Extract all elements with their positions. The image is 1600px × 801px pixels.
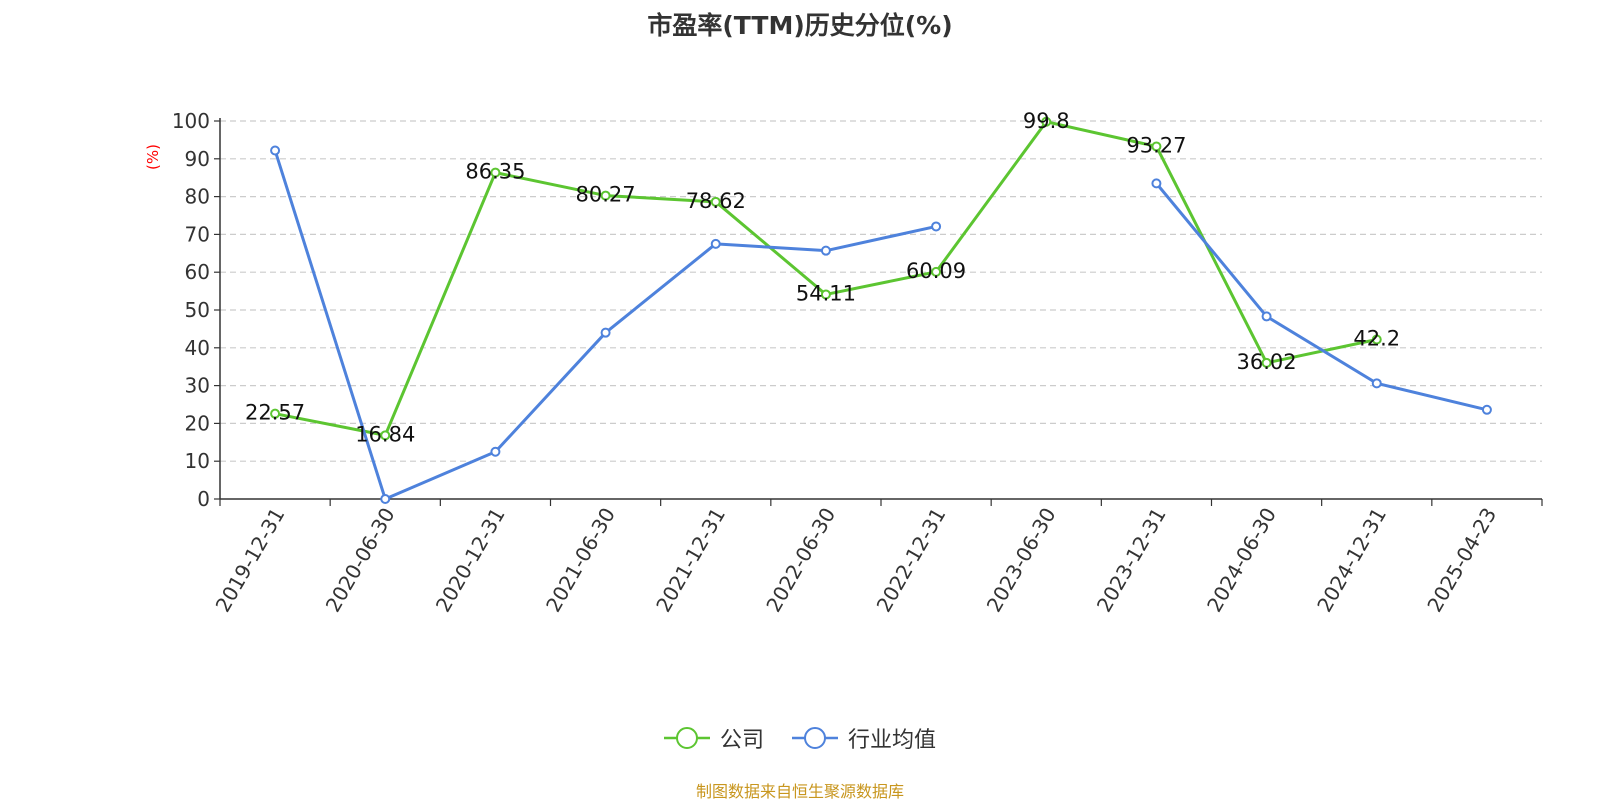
x-tick-label: 2025-04-23 xyxy=(1422,504,1501,617)
data-label: 42.2 xyxy=(1353,326,1400,350)
data-label: 99.8 xyxy=(1023,109,1070,133)
x-tick-label: 2024-12-31 xyxy=(1312,504,1391,617)
source-note: 制图数据来自恒生聚源数据库 xyxy=(695,782,904,801)
y-tick-label: 40 xyxy=(185,336,210,360)
series-layer xyxy=(270,116,1492,504)
data-point-1 xyxy=(490,446,501,457)
legend-line-icon xyxy=(792,727,838,749)
data-point-0 xyxy=(1261,357,1272,368)
data-point-0 xyxy=(1041,116,1052,127)
legend-item-company[interactable]: 公司 xyxy=(663,722,764,754)
y-tick-label: 70 xyxy=(185,222,210,246)
data-point-1 xyxy=(1481,404,1492,415)
legend-label-company: 公司 xyxy=(719,728,764,753)
data-label: 54.11 xyxy=(796,281,856,305)
data-point-0 xyxy=(820,289,831,300)
legend-label-industry: 行业均值 xyxy=(848,728,937,753)
data-label: 60.09 xyxy=(906,259,966,283)
data-point-1 xyxy=(931,221,942,232)
data-point-1 xyxy=(600,327,611,338)
data-point-0 xyxy=(270,408,281,419)
series-line-1 xyxy=(1155,182,1488,412)
data-point-0 xyxy=(1151,141,1162,152)
y-tick-label: 100 xyxy=(172,109,210,133)
x-tick-label: 2024-06-30 xyxy=(1202,504,1281,617)
y-tick-label: 20 xyxy=(185,411,210,435)
x-tick-label: 2021-06-30 xyxy=(541,504,620,617)
data-label: 16.84 xyxy=(355,422,415,446)
legend: 公司 行业均值 xyxy=(0,722,1600,754)
data-label: 36.02 xyxy=(1237,350,1297,374)
data-point-1 xyxy=(1151,178,1162,189)
data-point-0 xyxy=(490,167,501,178)
data-label: 86.35 xyxy=(465,160,525,184)
data-point-1 xyxy=(380,494,391,504)
data-point-0 xyxy=(600,190,611,201)
legend-line-icon xyxy=(663,727,710,749)
y-tick-label: 50 xyxy=(185,298,210,322)
data-label: 22.57 xyxy=(245,401,305,425)
y-tick-label: 10 xyxy=(185,449,210,473)
data-point-0 xyxy=(380,430,391,441)
series-line-0 xyxy=(274,120,1378,437)
y-axis-label: (%) xyxy=(144,144,162,170)
data-point-1 xyxy=(1371,378,1382,389)
data-label: 80.27 xyxy=(576,183,636,207)
axes: 0 10 20 30 40 50 60 70 80 90 100 2019-12-31 2020-06-… xyxy=(172,109,1543,617)
y-tick-label: 80 xyxy=(185,185,210,209)
y-tick-label: 90 xyxy=(185,147,210,171)
x-tick-label: 2022-06-30 xyxy=(761,504,840,617)
data-label: 93.27 xyxy=(1126,133,1186,157)
data-point-0 xyxy=(1371,334,1382,345)
data-point-1 xyxy=(820,245,831,256)
data-point-0 xyxy=(931,266,942,277)
data-labels: 22.57 16.84 86.35 80.27 78.62 54.11 60.09 99.8 9… xyxy=(245,109,1400,447)
x-tick-label: 2020-12-31 xyxy=(431,503,510,616)
data-point-1 xyxy=(710,238,721,249)
x-tick-label: 2023-06-30 xyxy=(982,504,1061,617)
data-point-0 xyxy=(710,196,721,207)
y-tick-label: 30 xyxy=(185,374,210,398)
data-point-1 xyxy=(270,145,281,156)
data-label: 78.62 xyxy=(686,189,746,213)
legend-item-industry[interactable]: 行业均值 xyxy=(792,722,936,754)
x-tick-label: 2021-12-31 xyxy=(651,504,730,617)
line-chart: 0 10 20 30 40 50 60 70 80 90 100 2019-12-31 2020-06-… xyxy=(144,109,1543,617)
x-tick-label: 2020-06-30 xyxy=(321,504,400,617)
grid-lines xyxy=(220,120,1542,462)
chart-title: 市盈率(TTM)历史分位(%) xyxy=(647,11,953,40)
x-tick-label: 2019-12-31 xyxy=(211,504,290,617)
x-tick-label: 2023-12-31 xyxy=(1092,504,1171,617)
y-tick-label: 60 xyxy=(185,260,210,284)
y-tick-label: 0 xyxy=(197,487,210,511)
data-point-1 xyxy=(1261,311,1272,322)
x-tick-label: 2022-12-31 xyxy=(872,503,951,616)
